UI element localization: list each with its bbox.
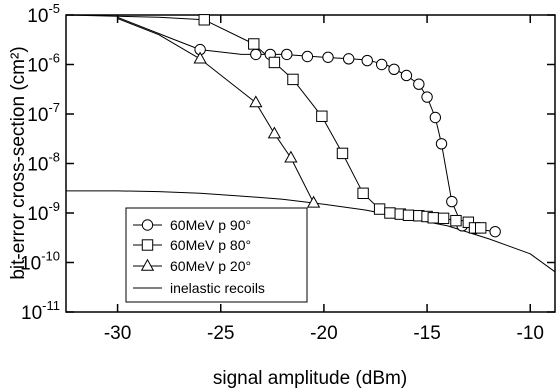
series-line-1	[65, 14, 481, 229]
series-1-point-3	[287, 73, 299, 86]
x-tick-label-2: -20	[310, 323, 337, 344]
series-1-point-14	[437, 212, 450, 225]
series-markers	[193, 14, 501, 238]
legend-marker-2	[140, 258, 155, 271]
series-1-point-18	[475, 222, 487, 234]
x-tick-label-1: -25	[207, 323, 234, 344]
legend-label-3: inelastic recoils	[170, 280, 265, 296]
y-tick-label-4: 10-9	[27, 199, 60, 225]
y-tick-label-6: 10-11	[21, 298, 60, 324]
y-tick-label-1: 10-6	[27, 51, 60, 77]
x-tick-label-0: -30	[104, 323, 131, 344]
series-1-point-13	[427, 212, 439, 224]
series-1-point-6	[357, 187, 369, 200]
series-0-point-18	[489, 225, 501, 238]
y-tick-label-3: 10-8	[27, 150, 60, 176]
series-0-point-15	[446, 195, 458, 208]
series-2-point-2	[267, 126, 282, 139]
y-tick-label-0: 10-5	[27, 1, 60, 27]
x-tick-label-3: -15	[413, 323, 440, 344]
legend-label-0: 60MeV p 90°	[170, 217, 251, 233]
series-1-point-15	[450, 214, 462, 227]
series-line-3	[66, 190, 556, 273]
series-0-point-4	[301, 50, 314, 63]
y-tick-label-5: 10-10	[20, 249, 60, 275]
series-2-point-4	[306, 195, 321, 208]
legend: 60MeV p 90° 60MeV p 80° 60MeV p 20° inelast…	[125, 207, 308, 303]
series-1-point-1	[248, 38, 260, 50]
series-0-point-9	[388, 63, 400, 75]
y-tick-label-2: 10-7	[27, 100, 60, 126]
series-1-point-10	[402, 209, 415, 221]
series-0-point-8	[375, 58, 388, 71]
y-axis-label: bit-error cross-section (cm²)	[8, 46, 29, 279]
series-0-point-14	[435, 138, 448, 150]
series-0-point-3	[281, 48, 293, 61]
series-1-point-2	[268, 56, 281, 69]
x-tick-labels: -30 -25 -20 -15 -10	[104, 323, 544, 344]
series-0-point-11	[413, 78, 425, 90]
series-1-point-7	[373, 203, 386, 215]
legend-marker-1	[141, 239, 154, 251]
series-0-point-5	[322, 51, 334, 63]
series-line-2	[117, 18, 315, 204]
legend-label-1: 60MeV p 80°	[170, 237, 251, 253]
y-tick-labels: 10-5 10-6 10-7 10-8 10-9 10-10 10-11	[20, 1, 60, 324]
series-2-point-0	[193, 51, 207, 64]
series-1-point-0	[198, 14, 210, 26]
legend-label-2: 60MeV p 20°	[170, 258, 251, 274]
series-1-point-5	[336, 147, 349, 160]
series-0-point-7	[361, 54, 373, 67]
series-line-0	[117, 16, 496, 233]
series-0-point-12	[421, 91, 433, 103]
series-0-point-6	[342, 53, 355, 65]
legend-box	[125, 207, 308, 303]
series-1-point-8	[384, 207, 396, 219]
series-1-point-4	[316, 110, 328, 122]
series-0-point-13	[429, 111, 442, 124]
series-0-point-10	[400, 69, 413, 82]
x-tick-label-4: -10	[517, 323, 544, 344]
series-2-point-3	[284, 150, 298, 163]
x-axis-label: signal amplitude (dBm)	[213, 368, 407, 389]
legend-marker-0	[141, 219, 154, 231]
series-0-point-1	[250, 48, 262, 61]
axis-ticks	[66, 14, 555, 313]
series-2-point-1	[249, 95, 263, 108]
